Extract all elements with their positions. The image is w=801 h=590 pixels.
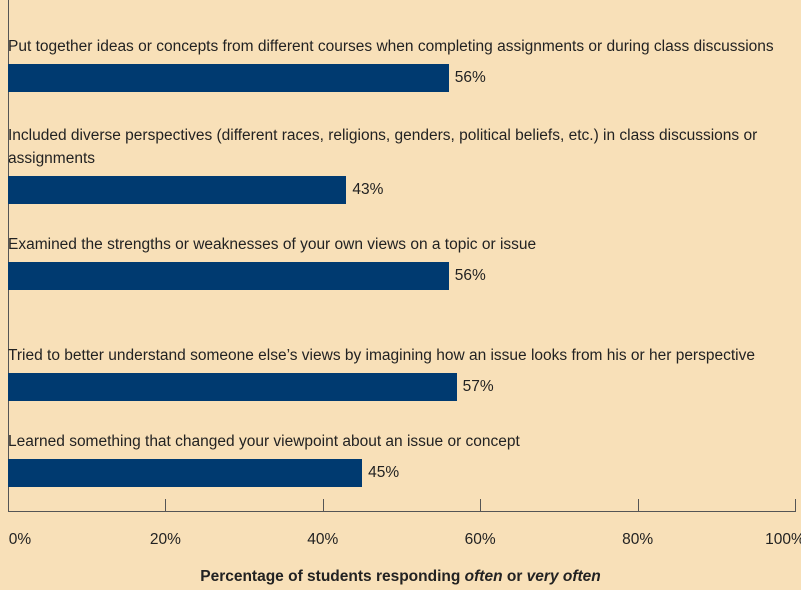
category-label: Put together ideas or concepts from diff…	[8, 38, 774, 55]
category-label: Included diverse perspectives (different…	[8, 127, 758, 167]
x-tick	[795, 499, 796, 511]
x-tick	[322, 499, 324, 511]
x-tick	[165, 499, 167, 511]
category-label: Examined the strengths or weaknesses of …	[8, 236, 537, 253]
x-tick-label: 60%	[464, 531, 496, 548]
value-label: 56%	[454, 69, 486, 86]
x-tick-label: 0%	[8, 531, 32, 548]
x-tick-label: 40%	[307, 531, 339, 548]
x-axis-label-part: very often	[526, 568, 601, 585]
x-axis-label-part: or	[506, 568, 523, 585]
value-label: 57%	[462, 378, 494, 395]
x-axis-line	[8, 511, 796, 512]
x-tick-label: 100%	[765, 531, 801, 548]
x-tick	[480, 499, 482, 511]
x-axis-label-part: Percentage of students responding	[200, 568, 461, 585]
category-label: Learned something that changed your view…	[8, 433, 520, 450]
value-label: 45%	[368, 464, 400, 481]
bar	[8, 459, 363, 487]
x-tick-label: 20%	[149, 531, 181, 548]
bar	[8, 373, 457, 401]
category-label: Tried to better understand someone else’…	[8, 347, 755, 364]
value-label: 56%	[454, 267, 486, 284]
bar	[8, 262, 449, 290]
x-tick	[8, 499, 9, 511]
x-tick	[637, 499, 639, 511]
x-tick-label: 80%	[622, 531, 654, 548]
x-axis-label-part: often	[464, 568, 503, 585]
value-label: 43%	[352, 181, 384, 198]
bar	[8, 176, 347, 204]
bar	[8, 64, 449, 92]
y-axis-line	[8, 0, 9, 511]
x-axis-label: Percentage of students responding often …	[0, 568, 801, 586]
